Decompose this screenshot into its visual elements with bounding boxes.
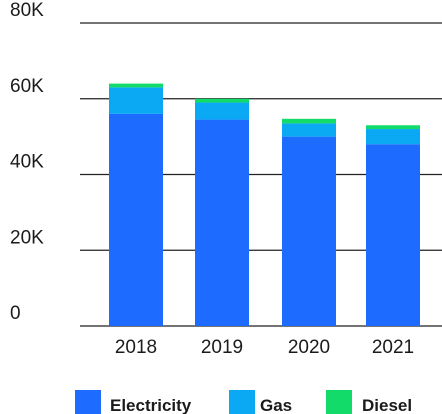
bar-diesel-2020 [282,118,336,124]
legend-label-diesel: Diesel [362,396,412,414]
legend-label-gas: Gas [260,396,292,414]
y-tick-label: 20K [10,227,44,248]
x-tick-label: 2019 [201,337,243,358]
bar-electricity-2020 [282,136,336,326]
bar-electricity-2018 [109,113,163,327]
bar-gas-2020 [282,123,336,137]
x-tick-label: 2021 [372,337,414,358]
legend-label-electricity: Electricity [110,396,192,414]
y-tick-label: 40K [10,152,44,173]
legend-swatch-electricity [75,390,101,414]
y-tick-label: 60K [10,76,44,97]
y-axis-ticks: 0 20K 40K 60K 80K [10,0,44,324]
bar-diesel-2019 [195,98,249,103]
bar-electricity-2021 [366,144,420,326]
x-axis-ticks: 2018 2019 2020 2021 [115,337,414,358]
bar-diesel-2021 [366,125,420,130]
x-tick-label: 2018 [115,337,157,358]
bars [109,83,420,327]
legend-swatch-gas [229,390,255,414]
y-tick-label: 0 [10,303,21,324]
bar-gas-2019 [195,102,249,120]
bar-diesel-2018 [109,83,163,88]
bar-gas-2018 [109,87,163,114]
bar-gas-2021 [366,129,420,145]
x-tick-label: 2020 [288,337,330,358]
y-tick-label: 80K [10,0,44,21]
legend-swatch-diesel [326,390,352,414]
legend: Electricity Gas Diesel [75,390,412,414]
bar-electricity-2019 [195,119,249,326]
